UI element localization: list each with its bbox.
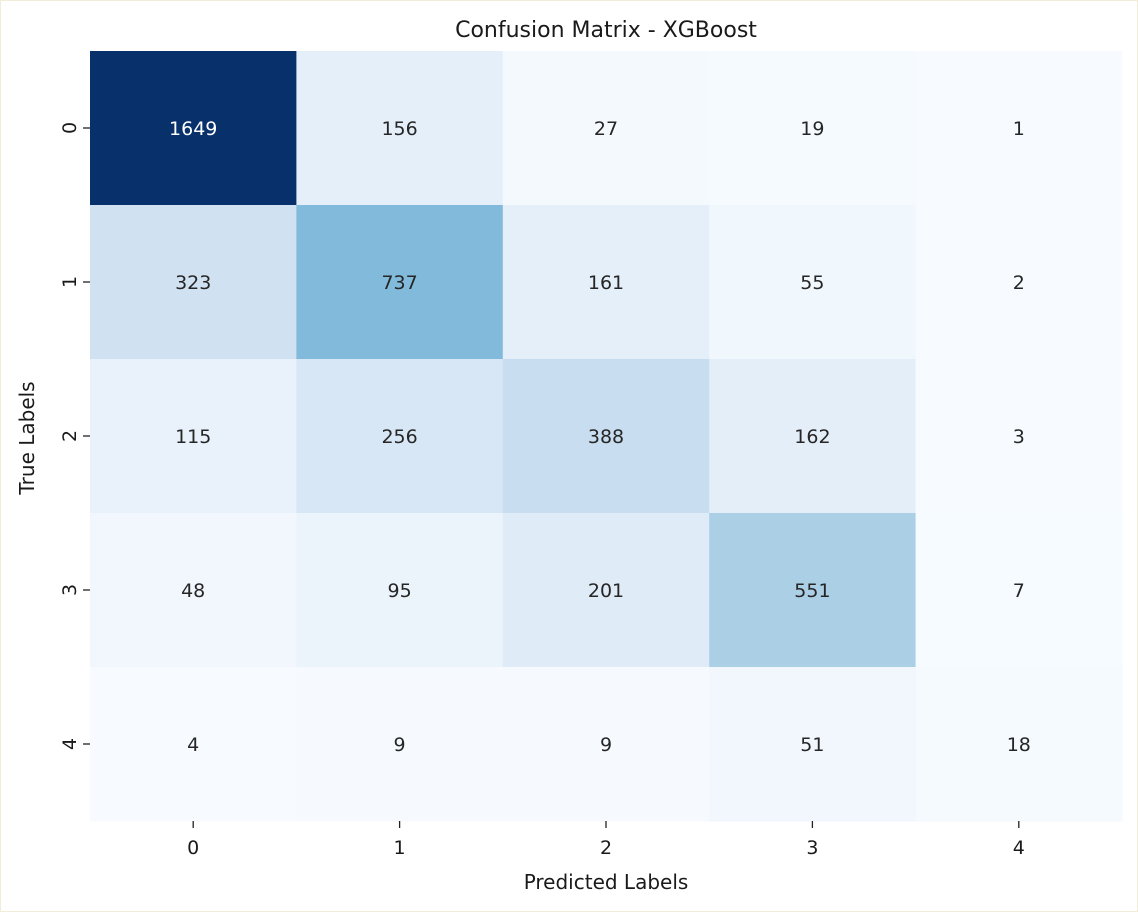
- x-axis-label: Predicted Labels: [524, 870, 689, 894]
- heatmap-cell-1-3: [709, 205, 917, 360]
- heatmap-cell-2-2: [502, 359, 710, 514]
- heatmap-cell-2-4: [915, 359, 1123, 514]
- heatmap-cell-labels: 1649 156 27 19 1 323 737 161 55 2 115 256 388 162 3 48 9…: [169, 118, 1031, 756]
- heatmap-cell-0-2: [502, 51, 710, 206]
- heatmap-cell-4-4: [915, 667, 1123, 822]
- heatmap-cell-1-2: [502, 205, 710, 360]
- x-tick-label-4: 4: [1013, 837, 1025, 859]
- heatmap-cells: [90, 51, 1123, 822]
- cell-value-2-2: 388: [588, 426, 624, 448]
- heatmap-cell-1-1: [296, 205, 504, 360]
- cell-value-1-4: 2: [1013, 272, 1025, 294]
- heatmap-cell-4-1: [296, 667, 504, 822]
- x-tick-label-3: 3: [806, 837, 818, 859]
- cell-value-4-3: 51: [800, 734, 824, 756]
- heatmap-cell-3-3: [709, 513, 917, 668]
- y-tick-label-2: 2: [59, 430, 81, 442]
- cell-value-3-1: 95: [388, 580, 412, 602]
- cell-value-2-4: 3: [1013, 426, 1025, 448]
- heatmap-cell-2-1: [296, 359, 504, 514]
- cell-value-3-3: 551: [794, 580, 830, 602]
- x-tick-label-1: 1: [394, 837, 406, 859]
- cell-value-0-0: 1649: [169, 118, 217, 140]
- cell-value-1-2: 161: [588, 272, 624, 294]
- x-axis-ticks: 0 1 2 3 4: [187, 821, 1025, 859]
- x-tick-label-2: 2: [600, 837, 612, 859]
- cell-value-3-4: 7: [1013, 580, 1025, 602]
- x-tick-label-0: 0: [187, 837, 199, 859]
- cell-value-3-2: 201: [588, 580, 624, 602]
- heatmap-cell-0-3: [709, 51, 917, 206]
- cell-value-3-0: 48: [181, 580, 205, 602]
- heatmap-cell-0-1: [296, 51, 504, 206]
- heatmap-cell-3-0: [90, 513, 297, 668]
- cell-value-1-0: 323: [175, 272, 211, 294]
- y-tick-label-1: 1: [59, 276, 81, 288]
- y-tick-label-0: 0: [59, 122, 81, 134]
- heatmap-cell-3-4: [915, 513, 1123, 668]
- y-axis-label: True Labels: [15, 381, 39, 495]
- cell-value-1-3: 55: [800, 272, 824, 294]
- cell-value-0-3: 19: [800, 118, 824, 140]
- heatmap-cell-2-0: [90, 359, 297, 514]
- heatmap-cell-1-4: [915, 205, 1123, 360]
- y-tick-label-3: 3: [59, 584, 81, 596]
- y-axis-ticks: 0 1 2 3 4: [59, 122, 90, 750]
- heatmap-cell-2-3: [709, 359, 917, 514]
- cell-value-4-0: 4: [187, 734, 199, 756]
- cell-value-2-3: 162: [794, 426, 830, 448]
- heatmap-cell-4-2: [502, 667, 710, 822]
- y-tick-label-4: 4: [59, 738, 81, 750]
- cell-value-0-1: 156: [381, 118, 417, 140]
- heatmap-cell-4-0: [90, 667, 297, 822]
- cell-value-4-4: 18: [1007, 734, 1031, 756]
- cell-value-4-1: 9: [394, 734, 406, 756]
- heatmap-cell-3-2: [502, 513, 710, 668]
- heatmap-cell-4-3: [709, 667, 917, 822]
- heatmap-cell-0-0: [90, 51, 297, 206]
- heatmap-cell-1-0: [90, 205, 297, 360]
- cell-value-0-2: 27: [594, 118, 618, 140]
- cell-value-1-1: 737: [381, 272, 417, 294]
- chart-title: Confusion Matrix - XGBoost: [455, 18, 757, 43]
- heatmap-cell-3-1: [296, 513, 504, 668]
- cell-value-2-0: 115: [175, 426, 211, 448]
- cell-value-4-2: 9: [600, 734, 612, 756]
- cell-value-0-4: 1: [1013, 118, 1025, 140]
- cell-value-2-1: 256: [381, 426, 417, 448]
- heatmap-cell-0-4: [915, 51, 1123, 206]
